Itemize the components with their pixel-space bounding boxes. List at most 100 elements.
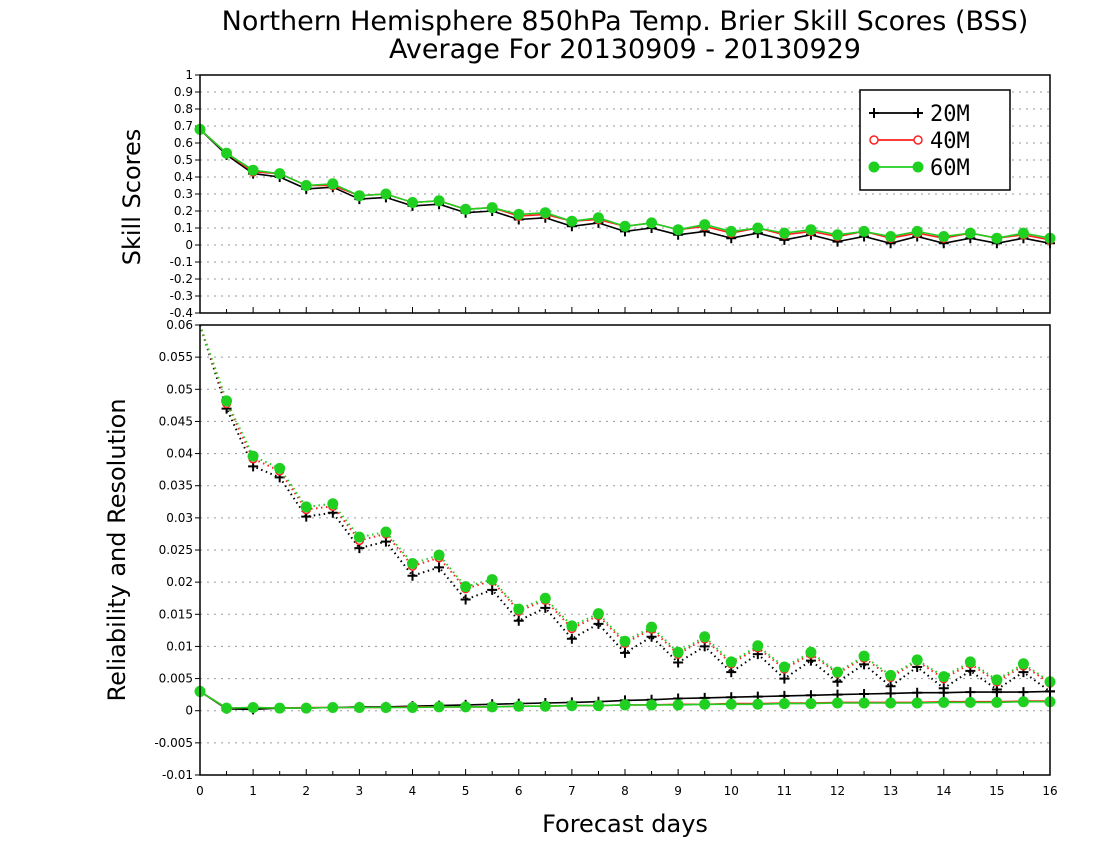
x-tick-label: 16 <box>1042 784 1057 798</box>
data-point-60M <box>885 231 897 242</box>
data-point-60M <box>858 225 870 237</box>
data-point-60M <box>672 224 684 236</box>
data-point-20M-reliability <box>938 687 949 698</box>
data-point-60M-resolution <box>699 631 711 643</box>
data-point-60M-reliability <box>274 702 286 714</box>
legend-label-40M: 40M <box>930 129 970 154</box>
x-tick-label: 8 <box>621 784 629 798</box>
top-y-tick-label: 0.4 <box>174 170 193 184</box>
data-point-60M-reliability <box>539 700 551 712</box>
x-tick-label: 9 <box>674 784 682 798</box>
data-point-60M <box>460 203 472 215</box>
x-tick-label: 11 <box>777 784 792 798</box>
top-y-tick-label: -0.3 <box>170 289 193 303</box>
data-point-60M-reliability <box>221 702 233 714</box>
data-point-60M <box>646 217 658 229</box>
top-y-tick-label: 0 <box>185 238 193 252</box>
top-y-tick-label: 0.8 <box>174 102 193 116</box>
data-point-60M-reliability <box>911 697 923 709</box>
chart-subtitle: Average For 20130909 - 20130929 <box>389 34 861 65</box>
data-point-60M-reliability <box>300 702 312 714</box>
data-point-60M-resolution <box>885 669 897 681</box>
top-y-tick-label: -0.1 <box>170 255 193 269</box>
x-tick-label: 13 <box>883 784 898 798</box>
x-tick-label: 6 <box>515 784 523 798</box>
data-point-60M <box>832 229 843 241</box>
data-point-20M-resolution <box>673 657 684 668</box>
legend-marker-20M <box>913 108 923 118</box>
data-point-60M <box>407 197 418 208</box>
data-point-60M-resolution <box>1017 658 1029 670</box>
legend-marker-40M <box>869 135 879 145</box>
top-plot-frame <box>199 74 1051 314</box>
data-point-60M-resolution <box>938 671 950 683</box>
data-point-60M <box>221 147 233 159</box>
legend-marker-40M <box>913 135 923 145</box>
data-point-60M <box>380 188 392 200</box>
x-tick-label: 3 <box>356 784 364 798</box>
data-point-60M-resolution <box>513 603 525 615</box>
data-point-60M-resolution <box>300 501 312 513</box>
data-point-60M-reliability <box>1017 696 1029 708</box>
legend-label-60M: 60M <box>930 156 970 181</box>
legend-marker-60M <box>912 161 924 173</box>
data-point-20M-resolution <box>779 673 790 684</box>
bottom-y-tick-label: 0.05 <box>166 382 193 396</box>
x-tick-label: 15 <box>989 784 1004 798</box>
data-point-60M <box>964 227 976 239</box>
data-point-60M <box>619 220 631 232</box>
data-point-60M-resolution <box>592 608 604 620</box>
data-point-60M-reliability <box>486 701 498 713</box>
data-point-60M <box>592 212 604 224</box>
data-point-60M <box>539 207 551 219</box>
data-point-60M-resolution <box>832 666 843 678</box>
data-point-60M-reliability <box>327 702 339 713</box>
bottom-y-tick-label: 0.02 <box>166 575 193 589</box>
data-point-60M <box>938 231 950 242</box>
bottom-y-tick-label: 0.045 <box>159 414 193 428</box>
top-y-tick-label: 0.6 <box>174 136 193 150</box>
x-tick-label: 7 <box>568 784 576 798</box>
data-point-60M-reliability <box>752 698 764 710</box>
data-point-60M <box>486 202 498 214</box>
series-line-20M-resolution <box>199 324 1051 693</box>
data-point-60M-resolution <box>486 574 498 586</box>
x-axis-label: Forecast days <box>542 810 708 838</box>
data-point-60M-resolution <box>353 531 365 543</box>
data-point-60M-resolution <box>619 635 631 647</box>
data-point-60M-reliability <box>699 698 711 710</box>
data-point-60M-reliability <box>858 697 870 709</box>
data-point-60M-reliability <box>672 699 684 711</box>
data-point-60M-resolution <box>778 661 790 673</box>
data-point-60M <box>911 225 923 237</box>
data-point-60M-resolution <box>221 395 233 407</box>
data-point-60M-reliability <box>433 701 445 713</box>
x-tick-label: 2 <box>302 784 310 798</box>
data-point-20M-resolution <box>593 618 604 629</box>
data-point-60M-reliability <box>725 698 737 710</box>
data-point-60M <box>300 180 312 191</box>
data-point-20M-reliability <box>912 687 923 698</box>
data-point-60M-resolution <box>805 646 817 658</box>
x-tick-label: 5 <box>462 784 470 798</box>
data-point-60M-resolution <box>327 498 339 510</box>
data-point-20M-resolution <box>407 570 418 581</box>
data-point-20M-reliability <box>965 687 976 698</box>
data-point-20M-reliability <box>1018 687 1029 698</box>
data-point-60M-resolution <box>646 621 658 633</box>
data-point-60M-reliability <box>460 701 472 713</box>
data-point-20M-resolution <box>832 676 843 687</box>
data-point-20M-resolution <box>487 584 498 595</box>
bottom-y-tick-label: -0.01 <box>162 768 193 782</box>
bottom-y-tick-label: 0.025 <box>159 543 193 557</box>
top-y-tick-label: 0.5 <box>174 153 193 167</box>
data-point-60M <box>566 215 578 227</box>
data-point-60M <box>513 208 525 220</box>
data-point-60M-reliability <box>832 697 843 709</box>
legend-marker-60M <box>868 161 880 173</box>
data-point-60M <box>353 190 365 202</box>
data-point-60M <box>1017 227 1029 239</box>
data-point-60M-resolution <box>964 656 976 668</box>
x-tick-label: 4 <box>409 784 417 798</box>
data-point-20M-reliability <box>885 688 896 699</box>
